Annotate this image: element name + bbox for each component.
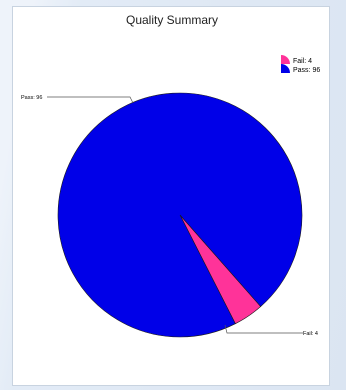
chart-title: Quality Summary [125,13,219,27]
chart-panel: Quality Summary Fail: 4 Pass: 96 Pass: 9… [12,6,330,386]
callout-pass: Pass: 96 [21,95,134,104]
pie-chart: Fail: 4 Pass: 96 Pass: 96 Fail: 4 [21,55,320,338]
legend-label-pass: Pass: 96 [293,67,320,74]
callout-fail: Fail: 4 [224,324,318,337]
pie-slice-pass [57,92,303,338]
callout-label-pass: Pass: 96 [21,95,42,101]
pie-slices [57,92,303,338]
callout-line-fail [224,324,303,334]
legend-swatch-fail [281,55,290,64]
legend-label-fail: Fail: 4 [293,58,312,65]
callout-line-pass [47,96,134,104]
legend: Fail: 4 Pass: 96 [281,55,320,74]
legend-swatch-pass [281,64,290,73]
callout-label-fail: Fail: 4 [303,331,318,337]
